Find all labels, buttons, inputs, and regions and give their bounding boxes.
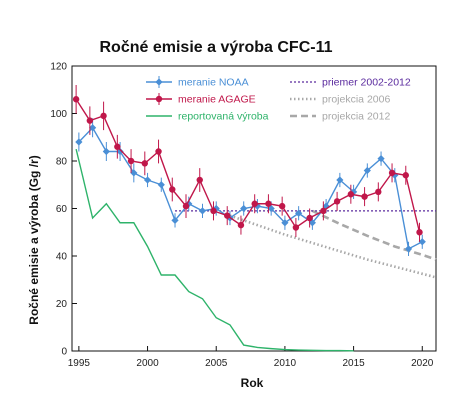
data-point-agage [237, 221, 245, 229]
y-tick-label: 40 [56, 252, 68, 263]
data-point-noaa [295, 209, 303, 217]
y-tick-label: 60 [56, 204, 68, 215]
data-point-agage [224, 212, 231, 219]
x-tick-label: 2000 [136, 358, 159, 369]
axes: 1995 2000 2005 2010 2015 2020 0 20 40 60 80 100 120 [50, 62, 434, 370]
data-point-agage [388, 169, 396, 177]
data-point-agage [265, 200, 272, 207]
data-point-noaa [377, 155, 385, 163]
y-tick-label: 120 [50, 62, 67, 73]
data-point-agage [292, 224, 300, 231]
data-point-noaa [363, 166, 371, 175]
chart-title: Ročné emisie a výroba CFC-11 [100, 39, 333, 56]
series-line-projection-2012 [311, 209, 437, 261]
y-tick-label: 80 [56, 157, 68, 168]
data-point-noaa [336, 176, 344, 184]
data-point-noaa [102, 147, 110, 156]
data-point-noaa [404, 245, 413, 253]
data-point-agage [155, 148, 162, 155]
data-point-agage [86, 117, 94, 124]
data-point-noaa [143, 176, 152, 184]
data-point-agage [402, 172, 409, 179]
data-point-agage [141, 160, 148, 167]
x-tick-label: 1995 [68, 358, 91, 369]
data-point-agage [196, 176, 203, 184]
x-tick-label: 2020 [411, 358, 434, 369]
data-point-agage [169, 186, 176, 193]
legend-label-production: reportovaná výroba [178, 111, 269, 123]
data-point-noaa [418, 238, 426, 246]
legend-label-noaa: meranie NOAA [178, 77, 249, 89]
data-point-noaa [281, 219, 289, 227]
data-point-agage [100, 112, 107, 120]
data-point-noaa [89, 124, 97, 132]
data-point-agage [251, 200, 258, 207]
legend-label-proj2012: projekcia 2012 [322, 111, 390, 123]
data-point-noaa [75, 138, 83, 146]
data-point-agage [114, 143, 121, 150]
data-point-noaa [308, 219, 316, 227]
data-point-agage [306, 214, 313, 222]
data-point-agage [361, 193, 368, 200]
data-point-noaa [198, 207, 207, 215]
x-tick-label: 2005 [205, 358, 228, 369]
x-axis-label: Rok [241, 376, 264, 390]
data-point-agage [278, 202, 286, 210]
x-tick-label: 2010 [274, 358, 297, 369]
data-point-agage [127, 157, 135, 165]
data-point-noaa [130, 169, 138, 177]
data-point-noaa [171, 216, 179, 224]
data-point-noaa [391, 171, 399, 179]
data-point-noaa [157, 181, 165, 189]
data-point-agage [72, 96, 80, 103]
data-point-agage [375, 188, 382, 196]
data-point-agage [416, 229, 423, 236]
legend: meranie NOAA meranie AGAGE reportovaná výr… [146, 76, 411, 123]
data-point-noaa [240, 204, 248, 213]
series-line-production [75, 148, 354, 352]
legend-label-agage: meranie AGAGE [178, 94, 256, 106]
y-tick-label: 20 [56, 299, 68, 310]
y-tick-label: 100 [50, 109, 67, 120]
series-line-noaa [78, 126, 423, 250]
x-tick-label: 2015 [342, 358, 365, 369]
data-point-agage [210, 207, 217, 215]
plot-frame [71, 65, 437, 352]
plot-area [72, 85, 437, 352]
legend-label-mean: priemer 2002-2012 [322, 77, 411, 89]
y-axis-label: Ročné emisie a výroba (Gg /r) [27, 155, 41, 324]
data-point-noaa [116, 147, 124, 156]
data-point-agage [347, 191, 355, 198]
data-point-agage [320, 207, 327, 215]
series-line-projection-2006 [229, 214, 437, 279]
legend-marker-noaa [155, 78, 163, 86]
legend-marker-agage [155, 95, 163, 103]
data-point-agage [182, 202, 190, 210]
legend-label-proj2006: projekcia 2006 [322, 94, 390, 106]
y-tick-label: 0 [61, 347, 67, 358]
data-point-agage [333, 198, 341, 205]
